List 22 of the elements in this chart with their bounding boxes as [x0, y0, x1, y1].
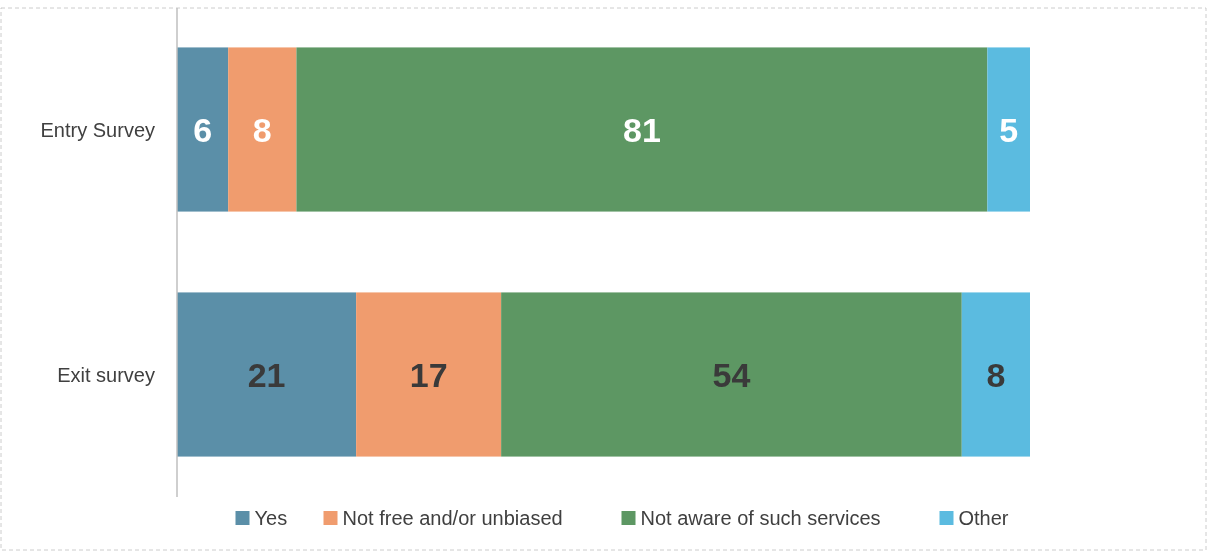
bar [987, 47, 1030, 212]
bar [501, 292, 962, 457]
data-label: 6 [193, 110, 213, 149]
bar [356, 292, 502, 457]
bar [177, 292, 357, 457]
bar [296, 47, 988, 212]
data-label: 8 [986, 355, 1006, 394]
bar [228, 47, 297, 212]
bar [177, 47, 229, 212]
legend-label: Yes [254, 507, 288, 529]
y-tick-label: Entry Survey [40, 118, 155, 141]
bar [961, 292, 1030, 457]
legend-label: Not aware of such services [640, 507, 881, 529]
data-label: 81 [622, 110, 661, 149]
data-label: 21 [247, 355, 286, 394]
legend-label: Not free and/or unbiased [342, 507, 563, 529]
data-label: 5 [999, 110, 1019, 149]
data-label: 17 [409, 355, 448, 394]
y-tick-label: Exit survey [57, 363, 155, 386]
data-label: 8 [252, 110, 272, 149]
legend-label: Other [958, 507, 1009, 529]
data-label: 54 [712, 355, 751, 394]
